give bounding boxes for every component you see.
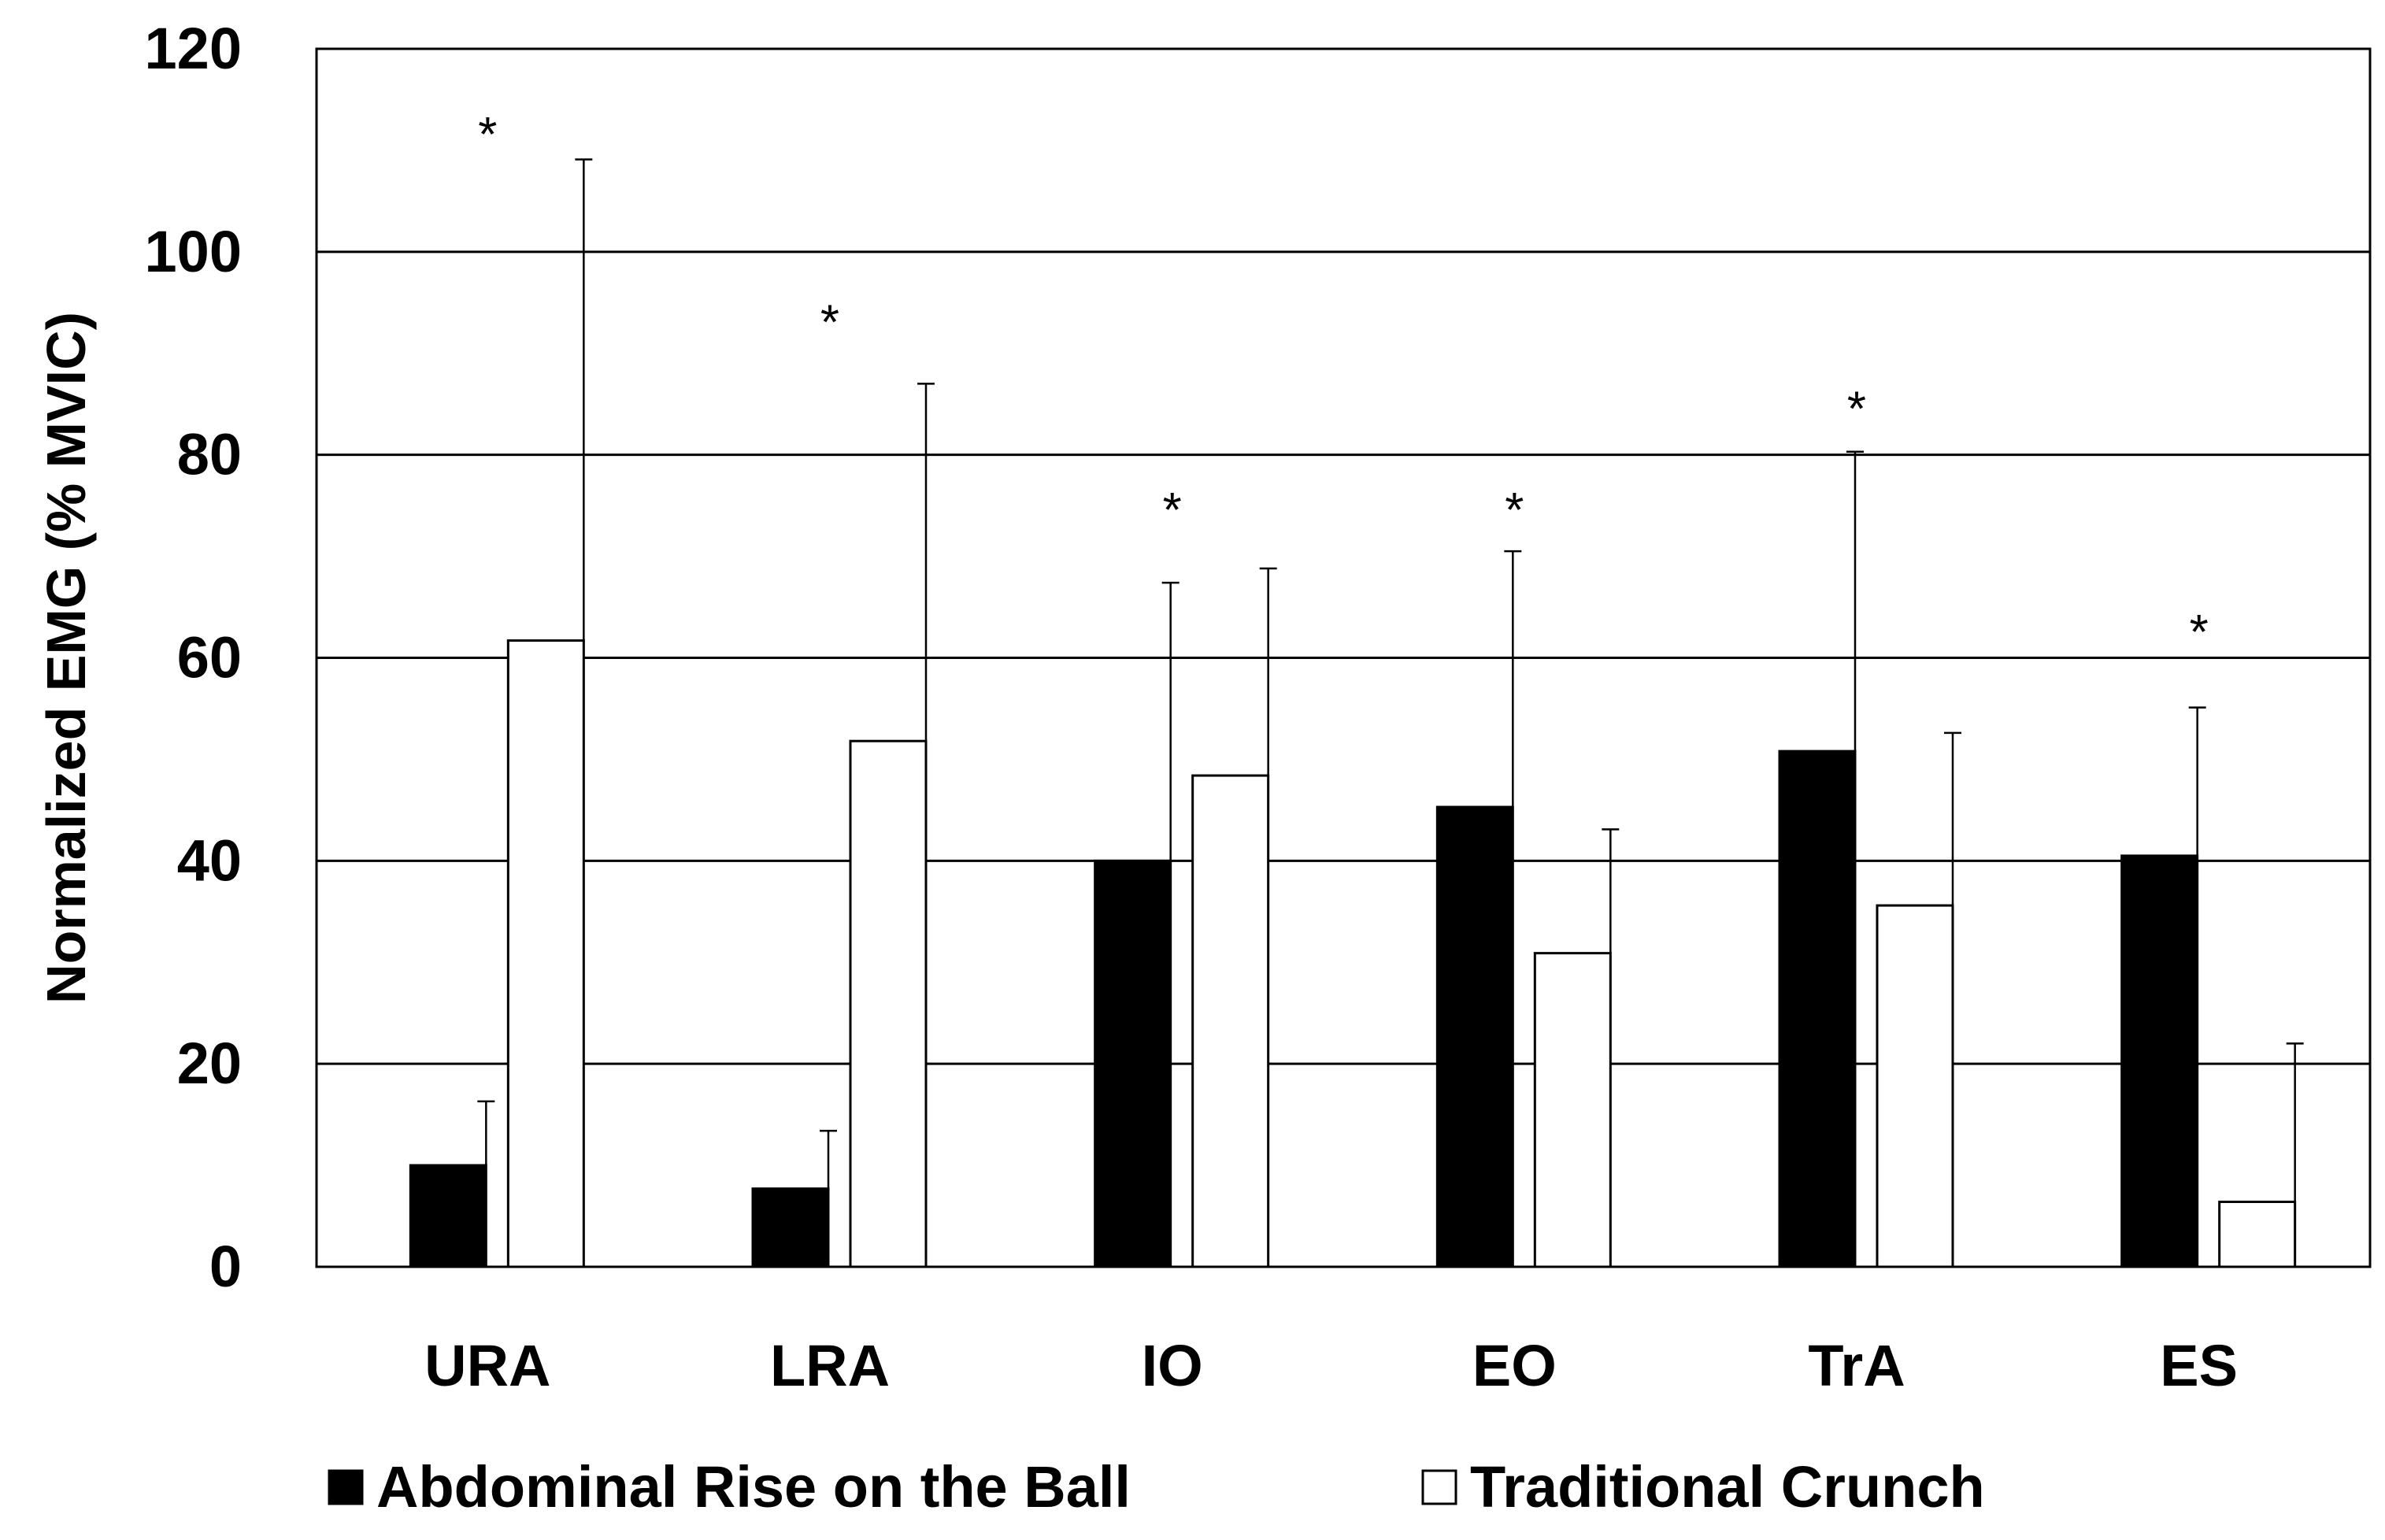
significance-markers: * * * * * * [478, 108, 2208, 660]
bar-eo-series-1 [1435, 805, 1514, 1268]
y-tick-label-120: 120 [145, 16, 242, 81]
y-tick-label-100: 100 [145, 219, 242, 284]
x-category-label-es: ES [2160, 1333, 2238, 1398]
legend: Abdominal Rise on the Ball Traditional Cr… [328, 1454, 1985, 1520]
legend-label-series-2: Traditional Crunch [1470, 1454, 1985, 1520]
significance-marker-lra: * [820, 296, 839, 350]
plot-area-border [315, 47, 2372, 1268]
x-category-label-ura: URA [424, 1333, 550, 1398]
bar-lra-series-1 [751, 1187, 830, 1268]
bar-eo-series-2 [1533, 952, 1612, 1268]
error-bars [477, 158, 2304, 1202]
y-tick-label-20: 20 [177, 1031, 242, 1096]
bar-lra-series-2 [849, 739, 928, 1268]
legend-swatch-series-1 [328, 1469, 364, 1505]
legend-swatch-series-2 [1421, 1469, 1457, 1505]
bar-es-series-2 [2218, 1200, 2297, 1268]
y-tick-label-0: 0 [209, 1234, 242, 1299]
x-category-label-io: IO [1142, 1333, 1203, 1398]
x-category-label-lra: LRA [770, 1333, 890, 1398]
bar-io-series-1 [1094, 859, 1172, 1268]
y-tick-label-60: 60 [177, 625, 242, 690]
legend-label-series-1: Abdominal Rise on the Ball [376, 1454, 1131, 1520]
y-axis-tick-labels: 0 20 40 60 80 100 120 [145, 16, 242, 1299]
significance-marker-es: * [2190, 605, 2209, 660]
bars [409, 639, 2297, 1268]
x-category-label-tra: TrA [1808, 1333, 1905, 1398]
y-tick-label-40: 40 [177, 827, 242, 893]
significance-marker-ura: * [478, 108, 497, 162]
significance-marker-io: * [1163, 483, 1182, 538]
bar-es-series-1 [2120, 854, 2199, 1268]
bar-io-series-2 [1191, 774, 1270, 1268]
bar-tra-series-1 [1778, 750, 1857, 1268]
x-axis-category-labels: URA LRA IO EO TrA ES [424, 1333, 2238, 1398]
bar-tra-series-2 [1876, 904, 1954, 1268]
bar-ura-series-2 [506, 639, 585, 1268]
gridlines [317, 250, 2370, 1065]
x-category-label-eo: EO [1472, 1333, 1557, 1398]
significance-marker-eo: * [1505, 483, 1524, 538]
bar-ura-series-1 [409, 1164, 487, 1268]
y-tick-label-80: 80 [177, 422, 242, 487]
y-axis-title: Normalized EMG (% MVIC) [35, 312, 97, 1004]
significance-marker-tra: * [1847, 382, 1866, 436]
